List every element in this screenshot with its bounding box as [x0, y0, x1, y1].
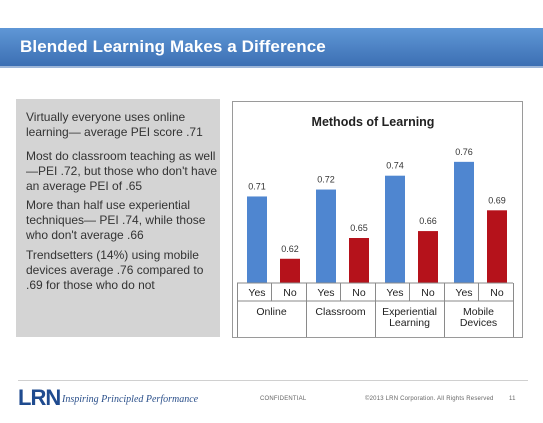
sub-category-label: No — [421, 287, 435, 299]
category-label: Online — [256, 306, 287, 318]
page-number: 11 — [509, 396, 516, 402]
confidential-label: CONFIDENTIAL — [260, 396, 307, 402]
sub-category-label: Yes — [248, 287, 265, 299]
chart-canvas: 0.71 Yes 0.62 No Online 0.72 Yes 0.65 No Classroo… — [237, 115, 514, 337]
sub-category-label: No — [490, 287, 504, 299]
sub-category-label: Yes — [317, 287, 334, 299]
bullet-panel: Virtually everyone uses online learning—… — [16, 99, 220, 337]
sub-category-label: No — [352, 287, 366, 299]
slide-title: Blended Learning Makes a Difference — [20, 37, 326, 56]
category-label: Mobile — [463, 306, 494, 318]
copyright-text: ©2013 LRN Corporation. All Rights Reserv… — [365, 396, 494, 402]
chart-title: Methods of Learning — [312, 115, 435, 129]
bar-yes — [316, 189, 336, 283]
footer-divider — [18, 380, 528, 381]
data-label: 0.62 — [281, 244, 299, 254]
bullet-item: More than half use experiential techniqu… — [26, 198, 206, 242]
data-label: 0.65 — [350, 223, 368, 233]
bar-yes — [247, 196, 267, 283]
methods-chart: 0.71 Yes 0.62 No Online 0.72 Yes 0.65 No Classroo… — [232, 101, 523, 338]
bullet-item: Most do classroom teaching as well —PEI … — [26, 149, 218, 193]
category-label: Devices — [460, 317, 497, 329]
company-logo: LRN — [18, 385, 61, 410]
bar-yes — [385, 175, 405, 283]
title-underline — [0, 66, 543, 68]
category-label: Experiential — [382, 306, 437, 318]
data-label: 0.66 — [419, 216, 437, 226]
sub-category-label: Yes — [386, 287, 403, 299]
bullet-item: Trendsetters (14%) using mobile devices … — [26, 248, 204, 292]
bar-yes — [454, 161, 474, 283]
bar-no — [349, 238, 369, 283]
category-label: Learning — [389, 317, 430, 329]
sub-category-label: No — [283, 287, 297, 299]
data-label: 0.69 — [488, 195, 506, 205]
data-label: 0.76 — [455, 147, 473, 157]
data-label: 0.71 — [248, 181, 266, 191]
category-label: Classroom — [315, 306, 365, 318]
bullet-item: Virtually everyone uses online learning—… — [26, 110, 203, 139]
company-tagline: Inspiring Principled Performance — [62, 394, 199, 405]
sub-category-label: Yes — [455, 287, 472, 299]
bar-no — [418, 231, 438, 283]
data-label: 0.74 — [386, 161, 404, 171]
bar-no — [280, 258, 300, 283]
bar-no — [487, 210, 507, 283]
data-label: 0.72 — [317, 175, 335, 185]
slide-title-bar: Blended Learning Makes a Difference — [0, 28, 543, 66]
